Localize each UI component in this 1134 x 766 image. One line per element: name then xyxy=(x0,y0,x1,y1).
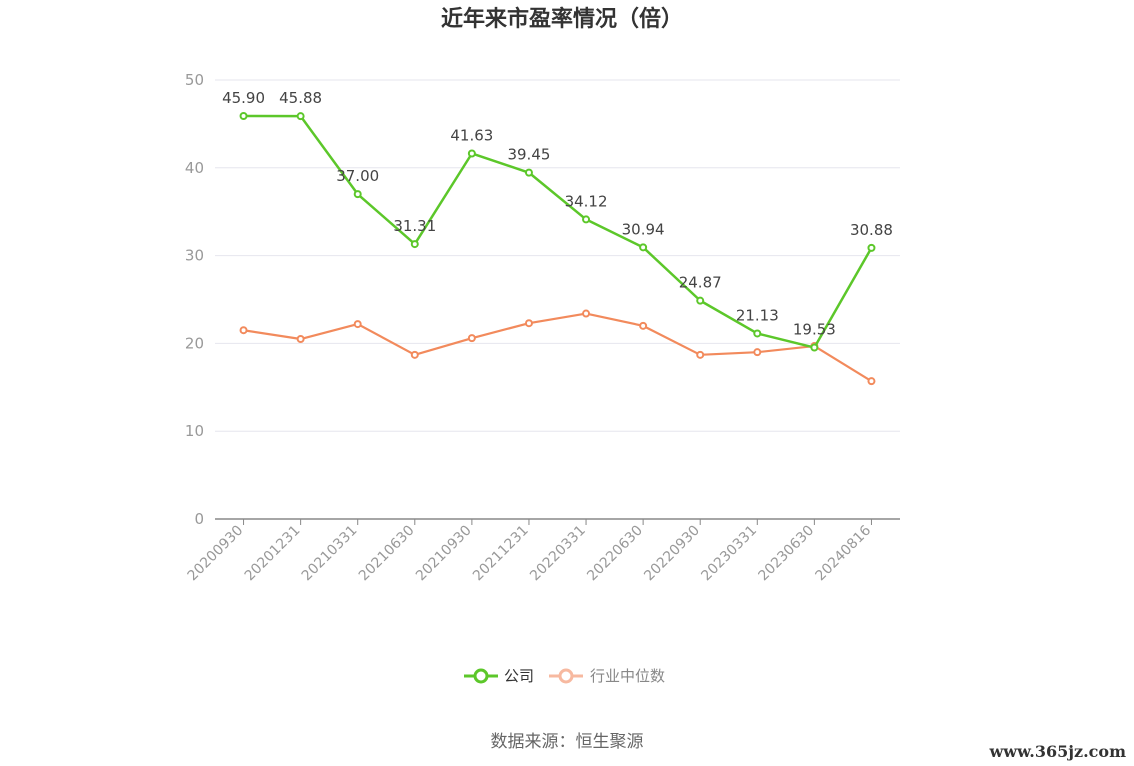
x-tick-label: 20210630 xyxy=(356,523,418,585)
data-point-company[interactable] xyxy=(582,215,591,224)
source-note: 数据来源：恒生聚源 xyxy=(491,732,644,752)
legend-item-company[interactable]: 公司 xyxy=(464,667,534,685)
legend-label-company: 公司 xyxy=(504,667,534,685)
data-point-industry[interactable] xyxy=(696,350,705,359)
data-point-industry[interactable] xyxy=(582,309,591,318)
y-tick-label: 20 xyxy=(185,334,204,352)
y-tick-label: 40 xyxy=(185,159,204,177)
legend: 公司 行业中位数 xyxy=(464,667,665,685)
data-point-industry[interactable] xyxy=(524,319,533,328)
x-axis: 2020093020201231202103312021063020210930… xyxy=(185,518,900,585)
data-label: 45.90 xyxy=(222,89,265,107)
y-axis-ticks: 0 10 20 30 40 50 xyxy=(185,71,204,528)
data-label: 21.13 xyxy=(736,306,779,324)
data-point-industry[interactable] xyxy=(296,335,305,344)
data-point-company[interactable] xyxy=(467,149,476,158)
data-point-company[interactable] xyxy=(239,111,248,120)
data-point-industry[interactable] xyxy=(239,326,248,335)
legend-label-industry: 行业中位数 xyxy=(590,667,665,685)
series-line-company xyxy=(243,114,873,349)
data-point-company[interactable] xyxy=(753,329,762,338)
series-line-industry xyxy=(243,312,873,383)
data-point-company[interactable] xyxy=(524,168,533,177)
data-point-industry[interactable] xyxy=(467,334,476,343)
data-point-company[interactable] xyxy=(410,240,419,249)
x-tick-label: 20230331 xyxy=(698,523,760,585)
x-tick-label: 20210930 xyxy=(413,523,475,585)
data-label: 30.88 xyxy=(850,221,893,239)
gridlines xyxy=(215,79,900,432)
data-label: 31.31 xyxy=(393,217,436,235)
x-tick-label: 20201231 xyxy=(242,523,304,585)
x-tick-label: 20230630 xyxy=(755,523,817,585)
data-point-company[interactable] xyxy=(696,296,705,305)
data-label: 19.53 xyxy=(793,321,836,339)
data-point-company[interactable] xyxy=(867,243,876,252)
data-point-industry[interactable] xyxy=(867,377,876,386)
data-point-company[interactable] xyxy=(353,190,362,199)
x-tick-label: 20200930 xyxy=(185,523,247,585)
legend-item-industry[interactable]: 行业中位数 xyxy=(549,667,665,685)
series-layer xyxy=(239,111,876,386)
legend-marker-industry xyxy=(558,668,574,684)
data-labels: 45.90 45.88 37.00 31.31 41.63 39.45 34.12 30.94… xyxy=(222,89,893,339)
data-label: 45.88 xyxy=(279,89,322,107)
data-point-company[interactable] xyxy=(810,343,819,352)
data-label: 34.12 xyxy=(565,192,608,210)
y-tick-label: 0 xyxy=(194,510,204,528)
data-point-industry[interactable] xyxy=(639,321,648,330)
x-tick-label: 20220630 xyxy=(584,523,646,585)
y-tick-label: 50 xyxy=(185,71,204,89)
x-tick-label: 20220930 xyxy=(641,523,703,585)
data-label: 30.94 xyxy=(622,220,665,238)
data-label: 24.87 xyxy=(679,274,722,292)
x-tick-label: 20220331 xyxy=(527,523,589,585)
data-label: 37.00 xyxy=(336,167,379,185)
data-point-industry[interactable] xyxy=(410,350,419,359)
y-tick-label: 30 xyxy=(185,247,204,265)
data-point-industry[interactable] xyxy=(353,320,362,329)
watermark: www.365jz.com xyxy=(989,742,1127,761)
x-tick-label: 20211231 xyxy=(470,523,532,585)
data-point-industry[interactable] xyxy=(753,348,762,357)
chart-title: 近年来市盈率情况（倍） xyxy=(441,6,683,32)
y-tick-label: 10 xyxy=(185,422,204,440)
x-tick-label: 20210331 xyxy=(299,523,361,585)
data-label: 39.45 xyxy=(507,146,550,164)
legend-marker-company xyxy=(473,668,489,684)
data-point-company[interactable] xyxy=(296,112,305,121)
x-tick-label: 20240816 xyxy=(813,522,875,584)
data-point-company[interactable] xyxy=(639,243,648,252)
data-label: 41.63 xyxy=(450,126,493,144)
